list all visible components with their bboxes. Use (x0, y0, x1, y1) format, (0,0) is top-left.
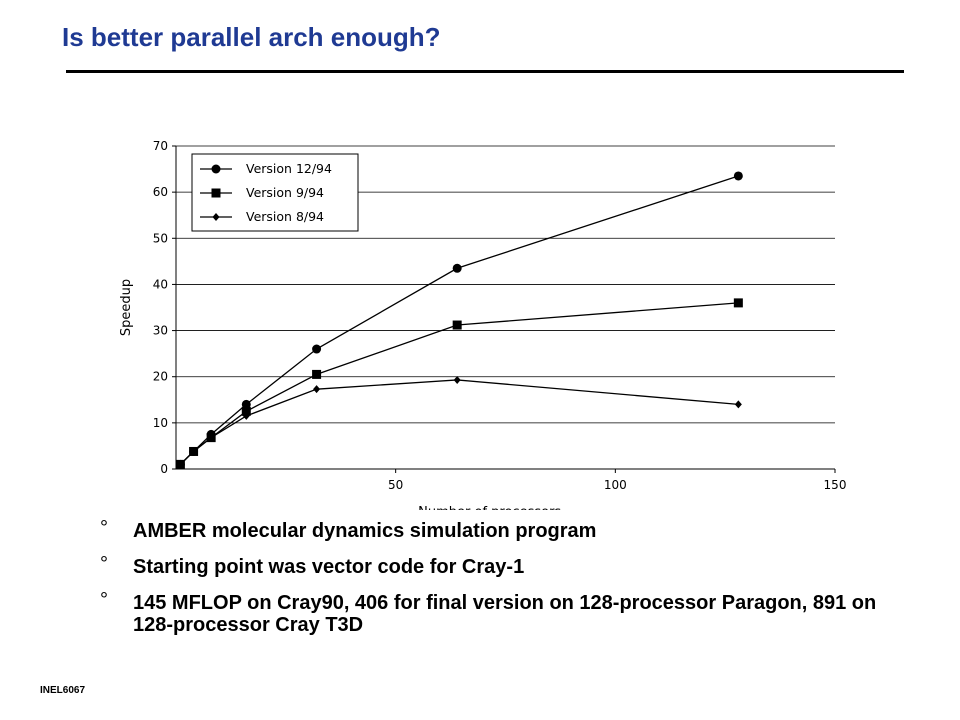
data-point (733, 298, 743, 308)
y-tick-label: 50 (153, 231, 168, 245)
bullet-item: ° 145 MFLOP on Cray90, 406 for final ver… (98, 589, 918, 636)
data-point (212, 213, 220, 221)
y-tick-label: 10 (153, 416, 168, 430)
footer-label: INEL6067 (40, 685, 86, 696)
bullet-text: AMBER molecular dynamics simulation prog… (133, 520, 597, 542)
bullet-marker: ° (100, 517, 108, 539)
y-tick-label: 60 (153, 185, 168, 199)
data-point (452, 320, 462, 330)
bullet-item: ° Starting point was vector code for Cra… (98, 553, 918, 578)
data-point (452, 263, 462, 273)
x-tick-label: 100 (604, 478, 627, 492)
data-point (211, 188, 221, 198)
data-point (176, 460, 184, 469)
x-tick-label: 150 (824, 478, 847, 492)
y-tick-label: 40 (153, 277, 168, 291)
legend-label: Version 12/94 (246, 161, 332, 176)
legend-label: Version 8/94 (246, 209, 324, 224)
slide-title: Is better parallel arch enough? (62, 22, 441, 52)
y-tick-label: 20 (153, 370, 168, 384)
data-point (242, 411, 250, 420)
y-axis-label: Speedup (119, 279, 134, 336)
series-line (179, 379, 739, 465)
x-axis-label: Number of processors (418, 505, 561, 510)
speedup-chart: 0 10 20 30 40 50 60 70 50 100 150 Number of process… (119, 139, 847, 510)
data-point (313, 385, 321, 394)
data-point (207, 433, 215, 442)
data-point (211, 164, 221, 174)
data-point (734, 400, 742, 409)
y-tick-label: 0 (160, 462, 168, 476)
y-tick-label: 70 (153, 139, 168, 153)
bullet-text: Starting point was vector code for Cray-… (133, 556, 525, 578)
x-tick-label: 50 (388, 478, 403, 492)
data-point (312, 344, 322, 354)
bullet-item: ° AMBER molecular dynamics simulation pr… (98, 517, 918, 542)
legend-label: Version 9/94 (246, 185, 324, 200)
data-point (241, 406, 251, 416)
data-point (190, 447, 198, 456)
title-divider (66, 70, 904, 73)
y-tick-label: 30 (153, 324, 168, 338)
data-point (312, 369, 322, 379)
bullet-list: ° AMBER molecular dynamics simulation pr… (98, 517, 918, 650)
bullet-marker: ° (100, 553, 108, 575)
data-point (733, 171, 743, 181)
bullet-marker: ° (100, 589, 108, 611)
bullet-text: 145 MFLOP on Cray90, 406 for final versi… (133, 592, 877, 636)
data-point (453, 375, 461, 384)
data-point (241, 399, 251, 409)
